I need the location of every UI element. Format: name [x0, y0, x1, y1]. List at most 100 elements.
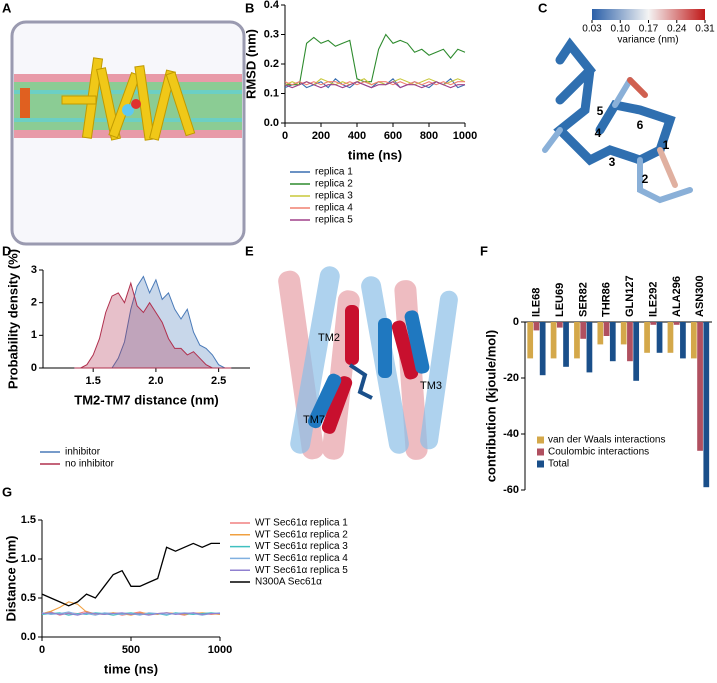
- legend-label: no inhibitor: [65, 459, 115, 470]
- y-tick-label: 1.5: [21, 514, 36, 526]
- bar: [574, 322, 580, 359]
- panel-label: E: [245, 243, 254, 258]
- bar: [650, 322, 657, 325]
- line: [285, 33, 466, 86]
- legend-swatch: [537, 436, 544, 444]
- y-tick-label: 3: [31, 264, 37, 276]
- bar: [527, 322, 534, 359]
- y-tick-label: 0.4: [264, 0, 280, 11]
- panel-label: F: [480, 243, 488, 258]
- x-tick-label: 200: [312, 130, 330, 142]
- bar: [667, 322, 674, 353]
- panel-label: B: [245, 0, 254, 15]
- y-axis-title: contribution (kjoule/mol): [483, 330, 498, 482]
- colorbar-tick-label: 0.17: [639, 24, 659, 35]
- bar: [697, 322, 703, 451]
- y-tick-label: -20: [503, 372, 519, 384]
- legend-label: WT Sec61α replica 5: [255, 565, 348, 576]
- category-label: ILE292: [647, 282, 659, 317]
- category-label: THR86: [601, 282, 613, 317]
- legend-label: replica 3: [315, 191, 353, 202]
- atom-label: 6: [637, 118, 644, 132]
- legend-label: replica 5: [315, 215, 353, 226]
- category-label: ALA296: [671, 276, 683, 317]
- line: [284, 81, 465, 89]
- legend-swatch: [537, 460, 544, 468]
- bar: [563, 322, 569, 367]
- x-tick-label: 0: [282, 130, 288, 142]
- helix-label: TM3: [420, 380, 442, 392]
- ligand-structure-image: [542, 37, 693, 204]
- y-tick-label: 0.1: [264, 87, 279, 99]
- y-axis-title: RMSD (nm): [243, 29, 258, 99]
- bar: [690, 322, 697, 359]
- legend-label: replica 2: [315, 179, 353, 190]
- legend-label: WT Sec61α replica 1: [255, 518, 348, 529]
- bar: [603, 322, 610, 336]
- x-tick-label: 2.5: [211, 375, 226, 387]
- bar: [550, 322, 557, 359]
- x-tick-label: 0: [39, 644, 45, 656]
- category-label: SER82: [577, 282, 589, 317]
- legend-label: N300A Sec61α: [255, 577, 322, 588]
- atom-label: 3: [609, 155, 616, 169]
- atom-label: 5: [597, 104, 604, 118]
- colorbar: [592, 9, 705, 20]
- legend-label: WT Sec61α replica 2: [255, 529, 348, 540]
- bar: [597, 322, 604, 345]
- y-tick-label: 0.0: [264, 117, 279, 129]
- line: [284, 81, 465, 86]
- bar: [633, 322, 640, 381]
- bar: [627, 322, 633, 362]
- y-axis-title: Probability density (%): [5, 249, 20, 389]
- category-label: GLN127: [624, 275, 636, 317]
- x-axis-title: time (ns): [104, 661, 158, 676]
- y-tick-label: 0: [513, 316, 519, 328]
- y-axis-title: Distance (nm): [3, 536, 18, 622]
- panel-label: A: [2, 0, 12, 15]
- atom-label: 1: [663, 138, 670, 152]
- panel-label: D: [2, 243, 11, 258]
- bar: [656, 322, 663, 353]
- legend-label: van der Waals interactions: [548, 435, 665, 446]
- bar: [586, 322, 593, 373]
- x-axis-title: time (ns): [348, 147, 402, 162]
- legend-label: replica 4: [315, 203, 353, 214]
- line: [41, 612, 220, 616]
- colorbar-tick-label: 0.31: [695, 24, 715, 35]
- legend-label: inhibitor: [65, 447, 101, 458]
- x-tick-label: 400: [348, 130, 366, 142]
- y-tick-label: 0.0: [21, 631, 36, 643]
- y-tick-label: -40: [503, 428, 519, 440]
- bar: [533, 322, 540, 331]
- x-axis-title: TM2-TM7 distance (nm): [74, 392, 218, 407]
- bar: [673, 322, 680, 325]
- legend-label: Coulombic interactions: [548, 447, 649, 458]
- bar: [620, 322, 627, 345]
- colorbar-tick-label: 0.03: [582, 24, 602, 35]
- y-tick-label: 0.2: [264, 58, 279, 70]
- y-tick-label: 1: [31, 329, 37, 341]
- bar: [644, 322, 650, 353]
- y-tick-label: 1.0: [21, 553, 36, 565]
- atom-label: 2: [642, 172, 649, 186]
- category-label: ILE68: [531, 288, 543, 317]
- bar: [609, 322, 616, 362]
- x-tick-label: 600: [384, 130, 402, 142]
- y-tick-label: 2: [31, 297, 37, 309]
- bar: [556, 322, 563, 328]
- panel-label: G: [2, 484, 12, 499]
- y-tick-label: 0.3: [264, 28, 279, 40]
- bar: [580, 322, 587, 339]
- y-tick-label: 0: [31, 362, 37, 374]
- panel-label: C: [538, 0, 548, 15]
- x-tick-label: 1.5: [86, 375, 101, 387]
- legend-swatch: [537, 448, 544, 456]
- helix-label: TM7: [303, 414, 325, 426]
- x-tick-label: 800: [420, 130, 438, 142]
- category-label: ASN300: [694, 275, 706, 317]
- area: [74, 281, 232, 369]
- x-tick-label: 1000: [208, 644, 232, 656]
- helix-label: TM2: [318, 332, 340, 344]
